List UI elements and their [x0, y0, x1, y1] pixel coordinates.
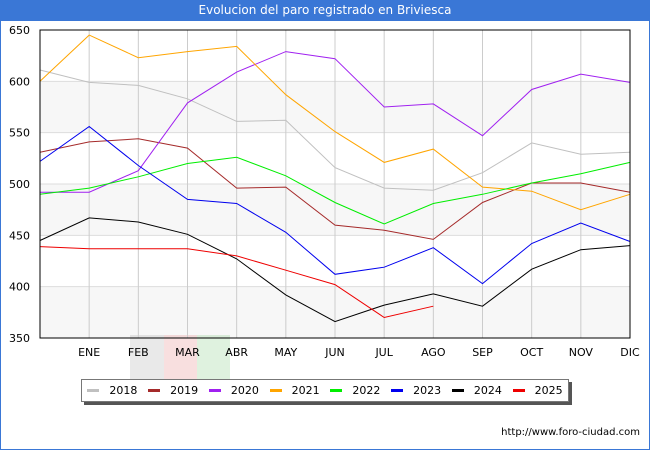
series-line-2018: [39, 69, 631, 191]
plot-border: [39, 29, 631, 339]
x-tick-label: FEB: [128, 346, 149, 359]
legend-label: 2020: [230, 384, 259, 397]
x-tick-label: NOV: [569, 346, 594, 359]
x-axis-ticks: ENE FEB MAR ABR MAY JUN JUL AGO SEP OCT NOV DIC: [78, 346, 640, 359]
series-lines: [39, 34, 631, 323]
legend-item-2023: 2023: [391, 384, 441, 397]
x-tick-label: AGO: [421, 346, 446, 359]
x-tick-label: OCT: [520, 346, 543, 359]
legend-label: 2022: [352, 384, 381, 397]
y-tick-label: 550: [9, 127, 30, 140]
series-line-2022: [39, 156, 631, 225]
legend-label: 2025: [534, 384, 563, 397]
x-tick-label: JUN: [324, 346, 345, 359]
legend-item-2025: 2025: [512, 384, 563, 397]
legend-item-2022: 2022: [330, 384, 380, 397]
x-tick-label: JUL: [374, 346, 393, 359]
legend-label: 2021: [291, 384, 320, 397]
x-tick-label: ENE: [78, 346, 100, 359]
series-line-2023: [39, 125, 631, 285]
y-tick-label: 650: [9, 24, 30, 37]
legend-item-2024: 2024: [451, 384, 502, 397]
legend-item-2019: 2019: [148, 384, 198, 397]
series-line-2020: [40, 51, 631, 193]
legend-item-2020: 2020: [208, 384, 259, 397]
footer-url[interactable]: http://www.foro-ciudad.com: [501, 427, 640, 438]
x-tick-label: DIC: [620, 346, 640, 359]
x-tick-label: ABR: [225, 346, 248, 359]
legend-swatch: [451, 389, 464, 392]
legend-swatch: [512, 389, 525, 392]
x-tick-label: MAY: [274, 346, 297, 359]
legend-label: 2024: [473, 384, 502, 397]
legend-label: 2023: [413, 384, 442, 397]
y-axis-ticks: 350 400 450 500 550 600 650: [9, 24, 30, 345]
legend-item-2018: 2018: [87, 384, 137, 397]
chart-title: Evolucion del paro registrado en Brivies…: [0, 0, 650, 21]
flag-watermark: [130, 335, 230, 385]
legend-label: 2018: [109, 384, 138, 397]
series-line-2021: [39, 34, 631, 211]
series-line-2024: [39, 217, 631, 323]
y-tick-label: 350: [9, 332, 30, 345]
legend-swatch: [208, 389, 221, 392]
legend-item-2021: 2021: [269, 384, 320, 397]
legend-label: 2019: [170, 384, 199, 397]
legend-swatch: [148, 389, 161, 392]
y-tick-label: 500: [9, 178, 30, 191]
x-tick-label: MAR: [175, 346, 200, 359]
legend-swatch: [269, 389, 282, 392]
legend-swatch: [87, 389, 100, 392]
series-line-2025: [39, 246, 434, 319]
y-tick-label: 450: [9, 229, 30, 242]
legend-swatch: [330, 389, 343, 392]
x-tick-label: SEP: [472, 346, 493, 359]
legend: 2018 2019 2020 2021 2022 2023 2024 2025: [81, 379, 569, 402]
y-tick-label: 400: [9, 281, 30, 294]
legend-swatch: [391, 389, 404, 392]
y-tick-label: 600: [9, 75, 30, 88]
